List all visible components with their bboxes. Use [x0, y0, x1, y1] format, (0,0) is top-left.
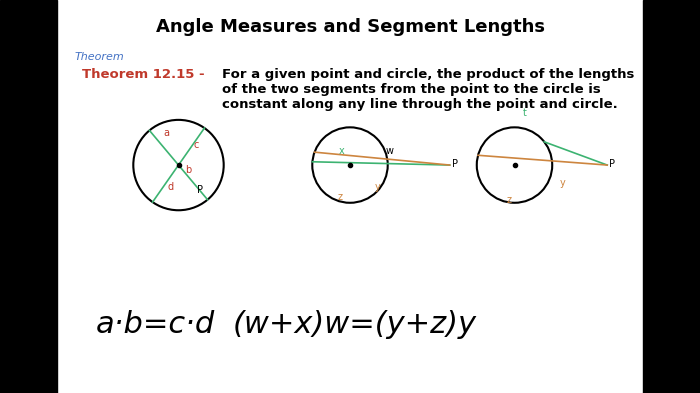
Text: Theorem 12.15 -: Theorem 12.15 - — [82, 68, 209, 81]
Text: P: P — [452, 159, 458, 169]
Bar — [643, 0, 700, 393]
Text: (w+x)w=(y+z)y: (w+x)w=(y+z)y — [233, 310, 477, 339]
Text: t: t — [523, 108, 526, 118]
Text: y: y — [375, 182, 381, 192]
Text: b: b — [186, 165, 192, 175]
Text: For a given point and circle, the product of the lengths
of the two segments fro: For a given point and circle, the produc… — [222, 68, 634, 111]
Text: d: d — [167, 182, 174, 192]
Text: Theorem: Theorem — [75, 52, 125, 62]
Text: a·b=c·d: a·b=c·d — [95, 310, 215, 339]
Text: y: y — [559, 178, 566, 188]
Text: Angle Measures and Segment Lengths: Angle Measures and Segment Lengths — [155, 18, 545, 36]
Text: x: x — [339, 146, 345, 156]
Text: P: P — [609, 159, 615, 169]
Bar — [0, 0, 57, 393]
Text: w: w — [386, 146, 394, 156]
Text: c: c — [194, 140, 199, 150]
Text: z: z — [337, 192, 342, 202]
Text: a: a — [164, 128, 169, 138]
Text: z: z — [507, 195, 512, 205]
Text: P: P — [197, 185, 202, 195]
